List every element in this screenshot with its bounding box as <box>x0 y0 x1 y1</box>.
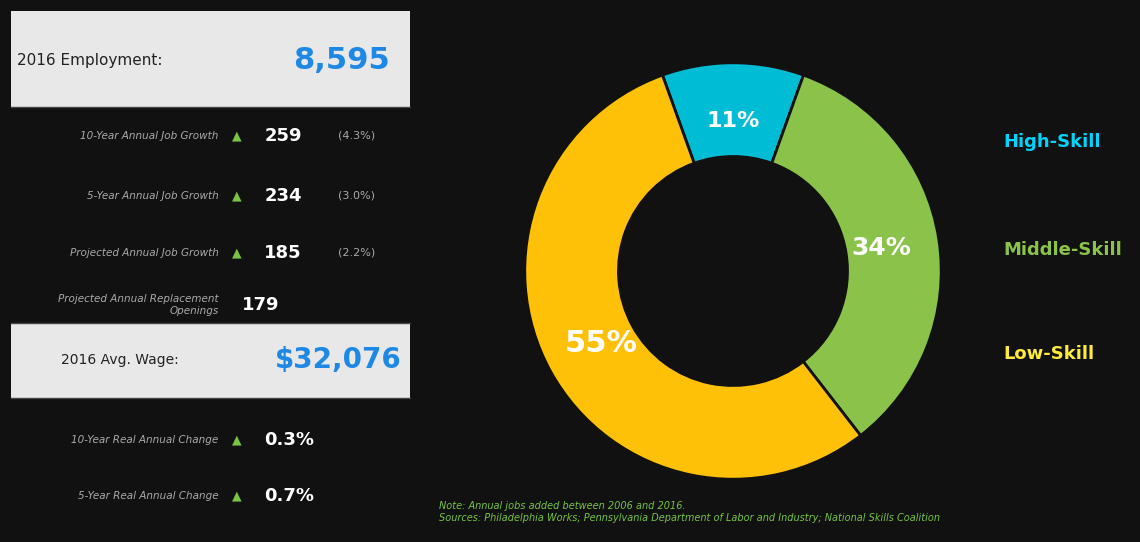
Text: 234: 234 <box>264 186 302 204</box>
Text: Middle-Skill: Middle-Skill <box>1003 241 1123 259</box>
Wedge shape <box>524 75 861 479</box>
Text: ▲: ▲ <box>233 434 242 447</box>
Text: ▲: ▲ <box>233 489 242 502</box>
Wedge shape <box>662 63 804 163</box>
Text: 259: 259 <box>264 127 302 145</box>
Text: 2016 Avg. Wage:: 2016 Avg. Wage: <box>60 353 179 367</box>
FancyBboxPatch shape <box>11 323 409 398</box>
Text: Note: Annual jobs added between 2006 and 2016.
Sources: Philadelphia Works; Penn: Note: Annual jobs added between 2006 and… <box>439 501 939 523</box>
Text: 2016 Employment:: 2016 Employment: <box>17 53 163 68</box>
Text: ▲: ▲ <box>233 189 242 202</box>
Text: 5-Year Real Annual Change: 5-Year Real Annual Change <box>78 491 219 501</box>
Text: 34%: 34% <box>852 236 911 260</box>
FancyBboxPatch shape <box>11 107 409 323</box>
FancyBboxPatch shape <box>11 398 409 531</box>
Text: (3.0%): (3.0%) <box>337 191 375 201</box>
Text: 8,595: 8,595 <box>293 46 390 75</box>
Text: Projected Annual Job Growth: Projected Annual Job Growth <box>70 248 219 258</box>
Text: 10-Year Annual Job Growth: 10-Year Annual Job Growth <box>80 131 219 141</box>
Text: 0.7%: 0.7% <box>264 487 315 505</box>
Text: 0.3%: 0.3% <box>264 431 315 449</box>
Text: 10-Year Real Annual Change: 10-Year Real Annual Change <box>71 435 219 445</box>
FancyBboxPatch shape <box>11 11 409 107</box>
Text: 11%: 11% <box>707 111 759 131</box>
Text: ▲: ▲ <box>233 129 242 142</box>
Text: 55%: 55% <box>565 328 638 358</box>
Text: High-Skill: High-Skill <box>1003 133 1101 151</box>
Text: ▲: ▲ <box>233 246 242 259</box>
Text: (4.3%): (4.3%) <box>337 131 375 141</box>
Text: Projected Annual Replacement
Openings: Projected Annual Replacement Openings <box>58 294 219 315</box>
Text: 179: 179 <box>243 296 279 314</box>
Wedge shape <box>772 75 942 436</box>
Text: 185: 185 <box>264 244 302 262</box>
Text: 5-Year Annual Job Growth: 5-Year Annual Job Growth <box>87 191 219 201</box>
Text: (2.2%): (2.2%) <box>337 248 375 258</box>
Text: $32,076: $32,076 <box>275 346 401 375</box>
Text: Low-Skill: Low-Skill <box>1003 345 1094 363</box>
